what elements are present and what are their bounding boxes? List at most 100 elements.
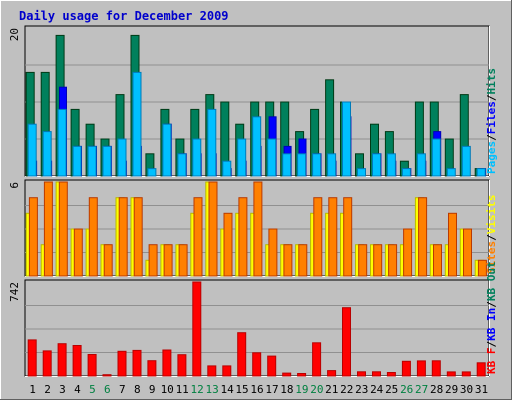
panel-bars [27, 281, 486, 377]
bar-kb-f [446, 371, 456, 377]
x-tick-label: 10 [161, 383, 174, 396]
bar-pages [476, 168, 486, 177]
bar-kb-f [162, 349, 172, 377]
bar-sites [43, 181, 53, 277]
bar-kb-f [87, 354, 97, 377]
legend-entry: KB F [485, 348, 498, 375]
bar-pages [327, 153, 337, 177]
x-tick-label: 29 [445, 383, 458, 396]
bar-kb-f [476, 362, 486, 377]
bar-kb-f [132, 349, 142, 377]
bar-pages [162, 123, 172, 177]
legend-entry: / [485, 341, 498, 348]
bar-pages [416, 153, 426, 177]
bar-sites [283, 244, 293, 277]
bar-pages [147, 168, 157, 177]
x-tick-label: 31 [475, 383, 488, 396]
x-tick-label: 9 [149, 383, 156, 396]
legend-entry: Sites [485, 241, 498, 274]
x-tick-label: 6 [104, 383, 111, 396]
bar-pages [386, 153, 396, 177]
x-tick-label: 16 [250, 383, 263, 396]
bar-pages [401, 168, 411, 177]
x-tick-label: 21 [325, 383, 338, 396]
legend-entry: / [485, 134, 498, 141]
bar-pages [132, 71, 142, 177]
bar-sites [403, 228, 413, 277]
bar-kb-f [192, 281, 202, 377]
bar-sites [313, 197, 323, 277]
bar-sites [463, 228, 472, 277]
bar-sites [373, 244, 383, 277]
bar-pages [72, 145, 82, 177]
x-tick-label: 15 [235, 383, 248, 396]
x-tick-label: 18 [280, 383, 293, 396]
x-tick-label: 7 [119, 383, 126, 396]
bar-pages [431, 138, 441, 177]
bar-kb-f [342, 307, 351, 377]
bar-pages [192, 138, 202, 177]
bar-pages [297, 153, 307, 177]
bar-sites [223, 212, 233, 277]
legend-entry: Visits [485, 195, 498, 235]
bar-sites [163, 244, 173, 277]
bar-pages [177, 153, 187, 177]
x-tick-label: 28 [430, 383, 443, 396]
y-max-label: 20 [8, 28, 21, 41]
bar-sites [448, 212, 457, 277]
bar-sites [133, 197, 143, 277]
bar-pages [372, 153, 381, 177]
bar-pages [87, 145, 97, 177]
bar-sites [298, 244, 308, 277]
bar-sites [73, 228, 83, 277]
x-tick-label: 4 [74, 383, 81, 396]
bar-sites [477, 259, 487, 277]
x-tick-label: 25 [385, 383, 398, 396]
panel-2: 6 Sites/Visits [8, 179, 498, 277]
x-tick-label: 5 [89, 383, 96, 396]
panel-legend: Sites/Visits [485, 195, 498, 275]
panel-1: 20 Pages/Files/Hits [8, 25, 498, 177]
bar-kb-f [416, 360, 426, 377]
bar-kb-f [267, 355, 277, 377]
bar-sites [208, 181, 218, 277]
bar-sites [148, 244, 158, 277]
bar-pages [42, 131, 52, 177]
bar-sites [328, 197, 338, 277]
bar-kb-f [461, 371, 471, 377]
x-tick-label: 2 [44, 383, 51, 396]
bar-sites [253, 181, 263, 277]
panel-legend: Pages/Files/Hits [485, 68, 498, 174]
bar-sites [268, 228, 278, 277]
x-tick-label: 14 [220, 383, 234, 396]
x-tick-label: 3 [59, 383, 66, 396]
panel-bars [25, 34, 487, 177]
bar-kb-f [72, 345, 82, 377]
bar-kb-f [386, 372, 396, 377]
bar-sites [178, 244, 188, 277]
bar-pages [27, 123, 37, 177]
x-tick-label: 27 [415, 383, 428, 396]
legend-entry: Hits [485, 68, 498, 95]
bar-sites [88, 197, 98, 277]
x-tick-label: 26 [400, 383, 413, 396]
bar-sites [58, 181, 68, 277]
bar-pages [357, 168, 366, 177]
bar-pages [252, 116, 262, 177]
bar-pages [282, 153, 292, 177]
x-tick-label: 23 [355, 383, 368, 396]
bar-pages [57, 108, 67, 177]
bar-sites [238, 197, 248, 277]
bar-kb-f [207, 365, 217, 377]
bar-sites [118, 197, 128, 277]
bar-kb-f [401, 360, 411, 377]
legend-entry: / [485, 94, 498, 101]
bar-kb-f [27, 339, 37, 377]
bar-pages [117, 138, 127, 177]
legend-entry: KB Out [485, 261, 498, 301]
x-tick-label: 17 [265, 383, 278, 396]
bar-kb-f [357, 371, 366, 377]
bar-kb-f [431, 360, 441, 377]
